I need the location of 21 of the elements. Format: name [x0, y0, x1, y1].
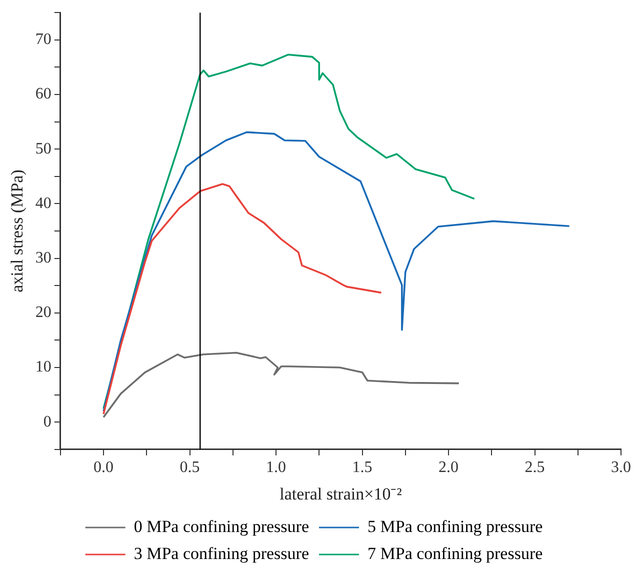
y-tick-label: 10 — [35, 358, 52, 376]
x-tick-label: 3.0 — [611, 459, 631, 476]
legend-label: 0 MPa confining pressure — [134, 516, 310, 536]
x-tick-label: 0.0 — [94, 459, 114, 476]
y-tick-label: 30 — [35, 250, 52, 267]
x-tick-label: 0.5 — [180, 459, 200, 476]
y-axis-title: axial stress (MPa) — [8, 170, 27, 292]
x-axis-title: lateral strain×10⁻² — [280, 484, 402, 504]
y-tick-label: 60 — [35, 86, 52, 103]
legend-label: 5 MPa confining pressure — [368, 516, 543, 536]
y-tick-label: 50 — [35, 140, 52, 158]
x-tick-label: 2.0 — [438, 459, 459, 476]
legend-label: 3 MPa confining pressure — [134, 544, 310, 563]
legend-label: 7 MPa confining pressure — [368, 544, 543, 563]
y-tick-label: 20 — [35, 304, 52, 322]
x-tick-label: 1.5 — [352, 459, 372, 476]
x-tick-label: 2.5 — [524, 459, 545, 476]
y-tick-label: 70 — [35, 31, 52, 48]
y-tick-label: 0 — [43, 413, 52, 430]
y-tick-label: 40 — [35, 194, 52, 212]
x-tick-label: 1.0 — [266, 459, 286, 476]
